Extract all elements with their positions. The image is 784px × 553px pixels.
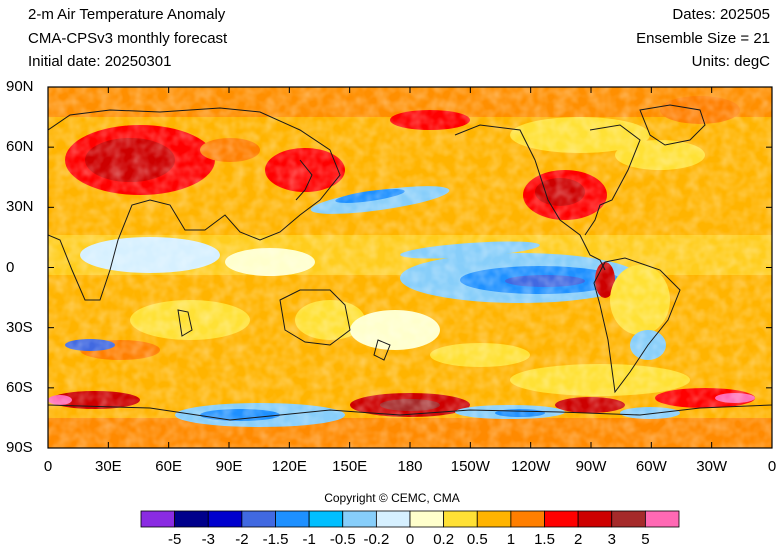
colorbar-swatch [577, 510, 613, 528]
lat-label: 60S [6, 378, 33, 396]
lon-label: 150W [450, 458, 490, 475]
colorbar-swatch [375, 510, 411, 528]
colorbar-tick-label: 5 [641, 531, 650, 548]
colorbar-tick-label: -1.5 [262, 531, 289, 548]
lat-label: 90N [6, 78, 34, 95]
map-title: 2-m Air Temperature Anomaly [28, 6, 226, 23]
colorbar-tick-label: -1 [302, 531, 316, 548]
units-label: Units: degC [691, 53, 770, 70]
colorbar-swatch [644, 510, 680, 528]
lon-label: 60E [155, 458, 183, 475]
lon-label: 180 [397, 458, 423, 475]
lat-label: 90S [6, 439, 33, 456]
colorbar-swatch [140, 510, 176, 528]
colorbar-tick-label: 0 [405, 531, 415, 548]
lat-label: 0 [6, 258, 15, 276]
colorbar-tick-label: -2 [235, 531, 249, 548]
coastlines [48, 104, 772, 421]
colorbar-swatch [308, 510, 344, 528]
colorbar [140, 510, 680, 528]
colorbar-swatch [409, 510, 445, 528]
colorbar-swatch [207, 510, 243, 528]
colorbar-tick-label: -0.5 [329, 531, 356, 548]
colorbar-swatch [275, 510, 310, 528]
forecast-dates: Dates: 202505 [672, 6, 770, 23]
colorbar-tick-label: -0.2 [363, 531, 390, 548]
colorbar-tick-label: 0.2 [433, 531, 455, 548]
lon-label: 90W [575, 458, 607, 475]
colorbar-swatch [510, 510, 545, 528]
colorbar-swatch [174, 510, 209, 528]
colorbar-swatch [544, 510, 579, 528]
lon-label: 30E [94, 458, 122, 475]
colorbar-tick-label: -3 [201, 531, 215, 548]
anomaly-field [48, 87, 772, 448]
lon-label: 90E [215, 458, 243, 475]
lon-label: 30W [696, 458, 728, 475]
colorbar-swatch [611, 510, 646, 528]
colorbar-swatch [342, 510, 377, 528]
lon-label: 120W [511, 458, 551, 475]
colorbar-swatch [476, 510, 512, 528]
ensemble-size: Ensemble Size = 21 [636, 30, 770, 47]
lon-label: 150E [332, 458, 368, 475]
colorbar-tick-label: -5 [167, 531, 182, 548]
lat-label: 30N [6, 198, 34, 216]
lat-label: 30S [6, 318, 33, 336]
colorbar-tick-label: 1.5 [534, 531, 555, 548]
colorbar-tick-label: 3 [607, 531, 616, 548]
colorbar-swatch [241, 510, 276, 528]
colorbar-tick-label: 0.5 [466, 531, 488, 548]
lon-label: 120E [271, 458, 307, 475]
lon-label: 0 [43, 458, 53, 475]
lon-label: 60W [635, 458, 667, 475]
colorbar-swatch [443, 510, 478, 528]
lon-label: 0 [767, 458, 777, 475]
lat-label: 60N [6, 138, 34, 156]
colorbar-tick-label: 2 [573, 531, 583, 548]
model-name: CMA-CPSv3 monthly forecast [28, 30, 228, 47]
copyright-notice: Copyright © CEMC, CMA [324, 491, 460, 505]
initial-date: Initial date: 20250301 [28, 53, 172, 70]
axis-ticks [47, 86, 773, 449]
colorbar-tick-label: 1 [506, 531, 516, 548]
